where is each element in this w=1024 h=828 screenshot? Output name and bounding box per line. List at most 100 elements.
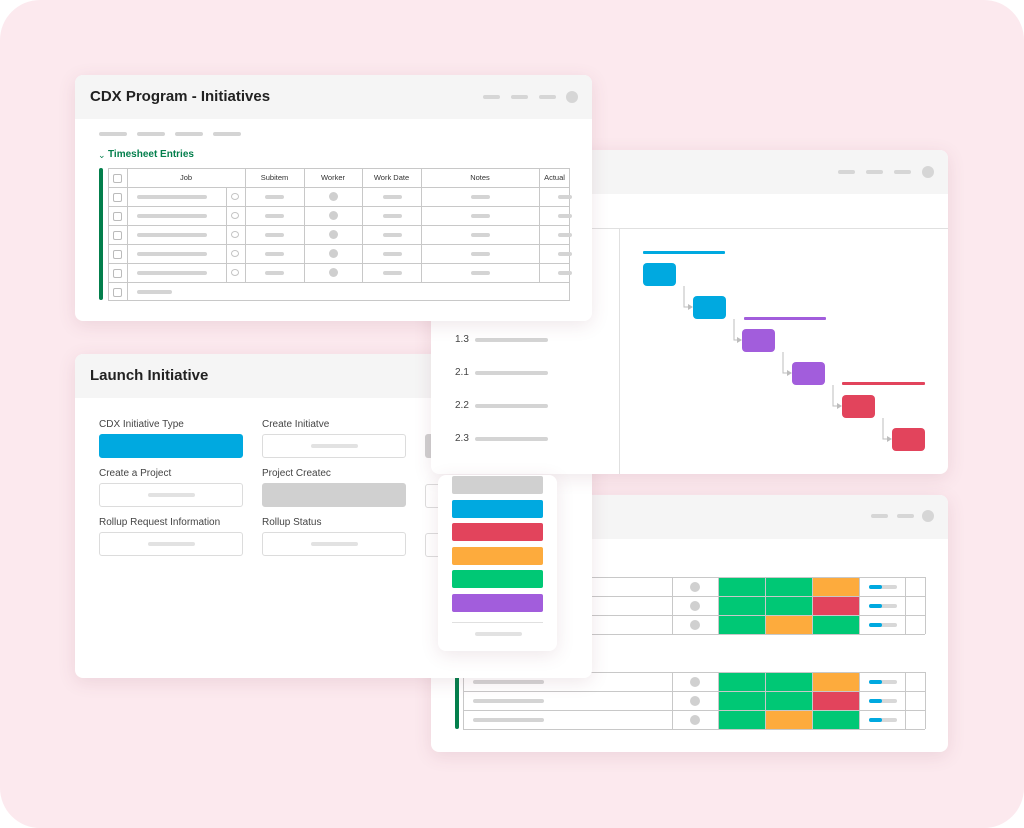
status-cell xyxy=(718,691,765,710)
rule xyxy=(245,187,246,282)
dot xyxy=(690,695,700,706)
comment-icon xyxy=(231,193,239,200)
rule xyxy=(672,577,673,634)
dot xyxy=(328,268,338,277)
panel-header xyxy=(75,75,592,119)
rule xyxy=(127,168,128,300)
placeholder xyxy=(311,542,358,546)
status-panel xyxy=(431,495,948,752)
placeholder xyxy=(475,404,548,408)
status-cell xyxy=(812,615,859,634)
checkbox xyxy=(113,211,122,221)
connector xyxy=(882,418,889,440)
rule xyxy=(108,168,109,300)
dot xyxy=(328,249,338,258)
rule xyxy=(245,168,246,187)
status-cell xyxy=(812,672,859,691)
dot xyxy=(328,211,338,220)
summary-line xyxy=(842,382,925,385)
placeholder xyxy=(473,679,544,684)
rule xyxy=(108,168,570,169)
connectors xyxy=(683,286,892,442)
rule xyxy=(362,187,363,282)
field-label: Create Initiatve xyxy=(262,419,330,430)
field-input xyxy=(262,483,406,507)
rule xyxy=(718,672,719,729)
column-header: Job xyxy=(179,173,193,182)
dot xyxy=(690,600,700,611)
initiatives-panel: CDX Program - Initiatives ⌄ Timesheet Entr… xyxy=(75,75,592,321)
placeholder xyxy=(558,213,572,218)
status-cell xyxy=(812,596,859,615)
rule xyxy=(765,672,766,729)
arrow xyxy=(887,436,892,442)
rule xyxy=(226,187,227,282)
chevron: ⌄ xyxy=(98,150,106,160)
rule xyxy=(925,672,926,729)
rule xyxy=(560,596,925,597)
placeholder xyxy=(148,493,195,497)
placeholder xyxy=(137,251,207,256)
rule xyxy=(718,577,719,634)
placeholder xyxy=(558,232,572,237)
dot xyxy=(690,676,700,687)
placeholder xyxy=(894,170,911,174)
rule xyxy=(925,577,926,634)
placeholder xyxy=(471,251,490,256)
rule xyxy=(672,672,673,729)
progress-fill xyxy=(869,584,882,589)
rule xyxy=(108,263,570,264)
rule xyxy=(463,729,925,730)
placeholder xyxy=(383,232,402,237)
summary-line xyxy=(744,317,826,320)
dot xyxy=(328,230,338,239)
progress-fill xyxy=(869,679,882,684)
placeholder xyxy=(483,95,500,99)
column-header: Notes xyxy=(470,173,490,182)
dot xyxy=(690,619,700,630)
rule xyxy=(108,187,570,188)
placeholder xyxy=(148,542,195,546)
placeholder xyxy=(471,194,490,199)
field-label: Rollup Status xyxy=(262,517,322,528)
arrow xyxy=(837,403,842,409)
status-cell xyxy=(765,691,812,710)
rule xyxy=(108,206,570,207)
placeholder xyxy=(471,213,490,218)
progress-fill xyxy=(869,698,882,703)
rule xyxy=(560,577,925,578)
placeholder xyxy=(265,232,284,237)
placeholder xyxy=(511,95,528,99)
progress xyxy=(869,603,897,608)
dot xyxy=(328,192,338,201)
rule xyxy=(905,577,906,634)
placeholder xyxy=(558,270,572,275)
gantt-bar xyxy=(693,296,726,319)
status-cell xyxy=(765,615,812,634)
placeholder xyxy=(383,251,402,256)
checkbox xyxy=(113,230,122,240)
connector xyxy=(782,352,789,374)
field-label: Rollup Request Information xyxy=(99,517,221,528)
placeholder xyxy=(473,698,544,703)
comment-icon xyxy=(231,212,239,219)
rule xyxy=(108,244,570,245)
dot xyxy=(566,91,578,103)
row-label: 2.2 xyxy=(455,400,469,411)
status-cell xyxy=(718,615,765,634)
dot xyxy=(922,166,934,178)
status-option xyxy=(452,594,543,612)
placeholder xyxy=(475,632,522,636)
placeholder xyxy=(383,194,402,199)
status-dropdown xyxy=(438,475,557,651)
placeholder xyxy=(383,213,402,218)
rule xyxy=(905,672,906,729)
connector xyxy=(832,385,839,407)
rule xyxy=(560,615,925,616)
rule xyxy=(108,282,570,283)
checkbox xyxy=(113,287,122,297)
placeholder xyxy=(383,270,402,275)
rule xyxy=(304,168,305,187)
progress-fill xyxy=(869,717,882,722)
